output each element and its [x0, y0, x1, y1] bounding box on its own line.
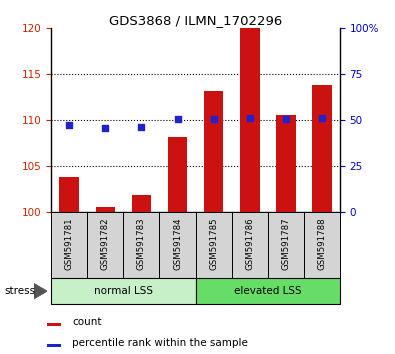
Point	[138, 124, 145, 130]
Bar	[204, 91, 224, 212]
Point	[282, 116, 289, 122]
Text: GSM591782: GSM591782	[101, 217, 110, 270]
Title: GDS3868 / ILMN_1702296: GDS3868 / ILMN_1702296	[109, 14, 282, 27]
Text: GSM591784: GSM591784	[173, 217, 182, 270]
Text: GSM591781: GSM591781	[65, 217, 74, 270]
Bar	[231, 212, 267, 278]
Bar	[304, 212, 340, 278]
Text: count: count	[72, 318, 102, 327]
Bar	[51, 278, 196, 304]
Bar	[312, 85, 331, 212]
Bar	[87, 212, 123, 278]
Bar	[132, 195, 151, 212]
Text: percentile rank within the sample: percentile rank within the sample	[72, 338, 248, 348]
Bar	[240, 28, 260, 212]
Point	[318, 115, 325, 121]
Text: GSM591788: GSM591788	[317, 217, 326, 270]
Point	[174, 116, 181, 122]
Bar	[123, 212, 160, 278]
Bar	[196, 278, 340, 304]
Text: GSM591783: GSM591783	[137, 217, 146, 270]
Point	[211, 116, 217, 121]
Bar	[196, 212, 231, 278]
Point	[102, 125, 109, 131]
Text: stress: stress	[4, 286, 35, 296]
Text: GSM591785: GSM591785	[209, 217, 218, 270]
Bar	[51, 212, 87, 278]
Bar	[96, 207, 115, 212]
Point	[246, 115, 253, 120]
Bar	[267, 212, 304, 278]
Polygon shape	[34, 283, 47, 299]
Bar	[47, 323, 61, 326]
Bar	[276, 115, 295, 212]
Bar	[167, 137, 187, 212]
Bar	[47, 344, 61, 347]
Bar	[160, 212, 196, 278]
Text: GSM591787: GSM591787	[281, 217, 290, 270]
Text: elevated LSS: elevated LSS	[234, 286, 301, 296]
Text: GSM591786: GSM591786	[245, 217, 254, 270]
Point	[66, 122, 73, 128]
Bar	[60, 177, 79, 212]
Text: normal LSS: normal LSS	[94, 286, 153, 296]
